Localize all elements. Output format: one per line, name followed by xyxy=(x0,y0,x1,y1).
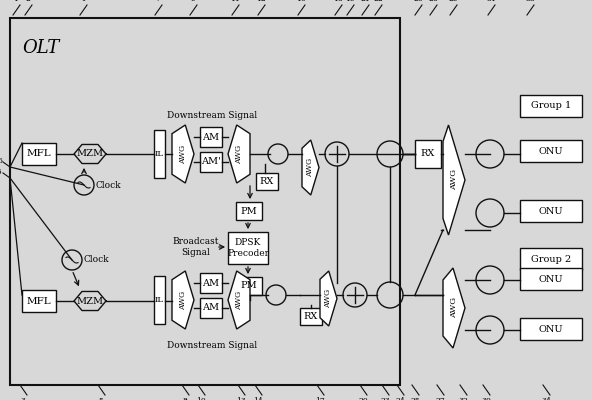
Text: 31: 31 xyxy=(486,0,496,3)
Polygon shape xyxy=(172,271,194,329)
FancyBboxPatch shape xyxy=(236,202,262,220)
FancyBboxPatch shape xyxy=(520,140,582,162)
Text: Broadcast
Signal: Broadcast Signal xyxy=(173,237,219,257)
Text: OLT: OLT xyxy=(22,39,59,57)
Text: PM: PM xyxy=(240,282,258,290)
Text: 2: 2 xyxy=(25,0,30,3)
Text: 24: 24 xyxy=(395,397,405,400)
Text: 3: 3 xyxy=(21,397,25,400)
Text: AWG: AWG xyxy=(235,144,243,164)
FancyBboxPatch shape xyxy=(154,276,165,324)
Text: 10: 10 xyxy=(196,397,206,400)
Text: 27: 27 xyxy=(435,397,445,400)
Text: RX: RX xyxy=(304,312,318,321)
Text: RX: RX xyxy=(260,177,274,186)
FancyBboxPatch shape xyxy=(256,173,278,190)
Polygon shape xyxy=(320,271,337,326)
FancyBboxPatch shape xyxy=(520,268,582,290)
Text: RX: RX xyxy=(421,150,435,158)
Text: AM: AM xyxy=(202,132,220,142)
Text: 23: 23 xyxy=(380,397,390,400)
Text: 11: 11 xyxy=(230,0,240,3)
Text: 14: 14 xyxy=(253,397,263,400)
Text: AWG: AWG xyxy=(307,158,314,177)
Text: 20: 20 xyxy=(358,397,368,400)
FancyBboxPatch shape xyxy=(415,140,441,168)
Text: AWG: AWG xyxy=(179,144,187,164)
Polygon shape xyxy=(228,271,250,329)
Text: AWG: AWG xyxy=(235,290,243,310)
FancyBboxPatch shape xyxy=(520,95,582,117)
Text: 21: 21 xyxy=(360,0,370,3)
Text: 9: 9 xyxy=(191,0,195,3)
Text: 15: 15 xyxy=(0,168,2,176)
Text: MFL: MFL xyxy=(27,150,52,158)
Text: 30: 30 xyxy=(481,397,491,400)
Text: 25: 25 xyxy=(410,397,420,400)
FancyBboxPatch shape xyxy=(200,273,222,293)
FancyBboxPatch shape xyxy=(236,277,262,295)
Text: 32: 32 xyxy=(458,397,468,400)
Text: AWG: AWG xyxy=(450,298,458,318)
Text: Clock: Clock xyxy=(95,180,121,190)
Text: Group 1: Group 1 xyxy=(531,102,571,110)
Polygon shape xyxy=(228,125,250,183)
Text: 29: 29 xyxy=(448,0,458,3)
Text: 18: 18 xyxy=(333,0,343,3)
Text: 7: 7 xyxy=(156,0,160,3)
Text: 13: 13 xyxy=(236,397,246,400)
FancyBboxPatch shape xyxy=(520,248,582,270)
FancyBboxPatch shape xyxy=(154,130,165,178)
Polygon shape xyxy=(443,268,465,348)
FancyBboxPatch shape xyxy=(22,143,56,165)
Text: 17: 17 xyxy=(315,397,325,400)
Text: AWG: AWG xyxy=(324,289,333,308)
Polygon shape xyxy=(443,125,465,235)
Text: 5: 5 xyxy=(98,397,104,400)
Text: MFL: MFL xyxy=(27,296,52,306)
Text: AWG: AWG xyxy=(179,290,187,310)
Text: 19: 19 xyxy=(345,0,355,3)
FancyBboxPatch shape xyxy=(200,127,222,147)
Text: Downstream Signal: Downstream Signal xyxy=(167,340,257,350)
Text: DPSK
Precoder: DPSK Precoder xyxy=(227,238,269,258)
Text: 33: 33 xyxy=(525,0,535,3)
FancyBboxPatch shape xyxy=(520,200,582,222)
Text: 4: 4 xyxy=(81,0,85,3)
Text: 12: 12 xyxy=(256,0,266,3)
Polygon shape xyxy=(302,140,319,195)
Text: ONU: ONU xyxy=(539,206,564,216)
Text: ONU: ONU xyxy=(539,146,564,156)
Text: ONU: ONU xyxy=(539,324,564,334)
Polygon shape xyxy=(172,125,194,183)
FancyBboxPatch shape xyxy=(228,232,268,264)
Text: PM: PM xyxy=(240,206,258,216)
FancyBboxPatch shape xyxy=(520,318,582,340)
Text: AWG: AWG xyxy=(450,170,458,190)
Text: Downstream Signal: Downstream Signal xyxy=(167,110,257,120)
Text: IL: IL xyxy=(155,296,164,304)
FancyBboxPatch shape xyxy=(200,152,222,172)
FancyBboxPatch shape xyxy=(300,308,322,325)
Text: AM': AM' xyxy=(201,158,221,166)
Text: IL: IL xyxy=(155,150,164,158)
FancyBboxPatch shape xyxy=(200,298,222,318)
Text: 22: 22 xyxy=(373,0,383,3)
Text: 6: 6 xyxy=(0,157,2,165)
Text: MZM: MZM xyxy=(76,150,104,158)
Text: AM: AM xyxy=(202,278,220,288)
Text: AM: AM xyxy=(202,304,220,312)
Text: Clock: Clock xyxy=(83,256,108,264)
Text: 28: 28 xyxy=(428,0,438,3)
FancyBboxPatch shape xyxy=(22,290,56,312)
Text: 8: 8 xyxy=(182,397,188,400)
Text: Group 2: Group 2 xyxy=(531,254,571,264)
Text: 34: 34 xyxy=(541,397,551,400)
Text: ONU: ONU xyxy=(539,274,564,284)
Text: 1: 1 xyxy=(14,0,18,3)
Text: 26: 26 xyxy=(413,0,423,3)
Text: MZM: MZM xyxy=(76,296,104,306)
Text: 16: 16 xyxy=(296,0,306,3)
